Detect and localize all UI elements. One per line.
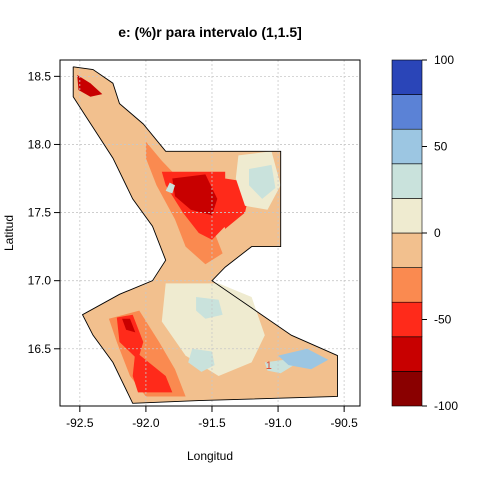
colorbar-swatch-5: [391, 198, 423, 234]
contour-region-16: [165, 182, 175, 194]
colorbar-swatch-0: [391, 371, 423, 407]
x-axis: -92.5 -92.0 -91.5 -91.0 -90.5: [66, 406, 358, 430]
colorbar-label-4: 100: [434, 53, 454, 67]
colorbar-swatch-7: [391, 128, 423, 165]
plot-area: 1: [59, 59, 361, 407]
colorbar: -100 -50 0 50 100: [391, 53, 458, 413]
contour-region-9: [161, 283, 265, 376]
x-tick-label-2: -91.5: [198, 416, 226, 430]
y-axis-label: Latitud: [2, 215, 16, 251]
colorbar-label-3: 50: [434, 140, 448, 154]
colorbar-swatch-1: [391, 336, 423, 372]
y-tick-label-4: 18.5: [28, 69, 52, 83]
y-tick-label-2: 17.5: [28, 206, 52, 220]
x-axis-label: Longitud: [187, 449, 233, 463]
contour-region-0: [77, 75, 103, 97]
plot-frame: [59, 59, 361, 407]
contour-region-10: [196, 297, 223, 319]
colorbar-label-2: 0: [434, 226, 441, 240]
colorbar-swatch-8: [391, 94, 423, 130]
x-tick-label-1: -92.0: [132, 416, 160, 430]
contour-region-3: [172, 174, 218, 216]
contour-region-13: [278, 348, 329, 370]
colorbar-label-0: -100: [434, 399, 458, 413]
contour-region-11: [188, 348, 215, 372]
contour-region-8: [132, 351, 173, 393]
x-tick-label-0: -92.5: [66, 416, 94, 430]
contour-region-15: [249, 164, 276, 199]
colorbar-swatch-6: [391, 163, 423, 199]
colorbar-swatch-9: [391, 59, 423, 95]
y-tick-label-3: 18.0: [28, 137, 52, 151]
y-tick-label-0: 16.5: [28, 342, 52, 356]
coastline: [72, 66, 338, 404]
colorbar-label-1: -50: [434, 313, 452, 327]
x-tick-label-4: -90.5: [330, 416, 358, 430]
coastline-line: [72, 66, 338, 404]
y-tick-label-1: 17.0: [28, 274, 52, 288]
grid-lines: [60, 60, 360, 406]
contour-label-0: 1: [266, 360, 272, 372]
colorbar-swatch-2: [391, 301, 423, 338]
contour-labels: 1: [266, 360, 272, 372]
y-axis: 16.5 17.0 17.5 18.0 18.5: [28, 69, 60, 356]
x-tick-label-3: -91.0: [264, 416, 292, 430]
colorbar-swatch-3: [391, 267, 423, 303]
colorbar-swatch-4: [391, 232, 423, 268]
contour-region-7: [122, 318, 136, 333]
chart-title: e: (%)r para intervalo (1,1.5]: [118, 24, 302, 40]
